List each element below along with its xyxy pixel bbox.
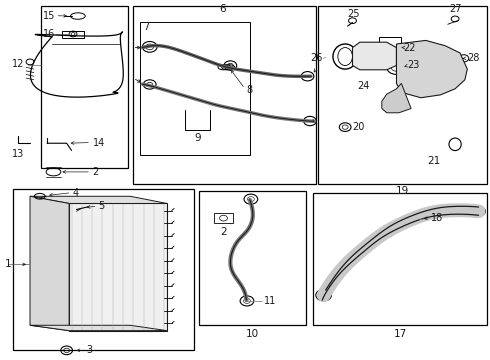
Bar	[214, 213, 233, 223]
Polygon shape	[396, 40, 467, 98]
Text: 4: 4	[73, 188, 79, 198]
Bar	[133, 6, 316, 184]
Text: 18: 18	[431, 213, 443, 223]
Text: 23: 23	[408, 60, 420, 71]
Text: 2: 2	[93, 167, 99, 177]
Text: 14: 14	[93, 138, 105, 148]
Text: 1: 1	[4, 259, 11, 269]
Polygon shape	[30, 325, 167, 330]
Text: 17: 17	[394, 329, 407, 339]
Bar	[140, 22, 250, 155]
Bar	[198, 191, 306, 325]
Text: 3: 3	[86, 345, 92, 355]
Text: 2: 2	[220, 227, 227, 237]
Text: 21: 21	[427, 156, 441, 166]
Polygon shape	[382, 84, 411, 113]
Text: 8: 8	[246, 85, 252, 95]
Bar	[314, 193, 487, 325]
Text: 15: 15	[43, 11, 55, 21]
Bar	[41, 6, 128, 168]
Text: 7: 7	[144, 22, 149, 32]
Polygon shape	[30, 196, 167, 203]
Text: 13: 13	[12, 149, 24, 159]
Text: 11: 11	[264, 296, 276, 306]
Text: 20: 20	[352, 122, 365, 132]
Text: 10: 10	[246, 329, 259, 339]
Text: 5: 5	[98, 201, 105, 211]
Bar	[318, 6, 487, 184]
Text: 22: 22	[403, 42, 416, 53]
Text: 26: 26	[310, 53, 322, 63]
Bar	[62, 31, 84, 38]
Polygon shape	[30, 196, 69, 330]
Text: 19: 19	[396, 186, 409, 196]
Bar	[379, 37, 401, 58]
Text: 28: 28	[467, 53, 480, 63]
Text: 12: 12	[12, 59, 24, 69]
Text: 25: 25	[347, 9, 360, 19]
Text: 16: 16	[43, 29, 55, 39]
Text: 9: 9	[195, 133, 201, 143]
Polygon shape	[69, 203, 167, 330]
Text: 24: 24	[357, 81, 370, 91]
Text: 27: 27	[449, 4, 462, 14]
Text: 6: 6	[220, 4, 226, 14]
Polygon shape	[352, 42, 396, 70]
Bar	[13, 189, 194, 350]
